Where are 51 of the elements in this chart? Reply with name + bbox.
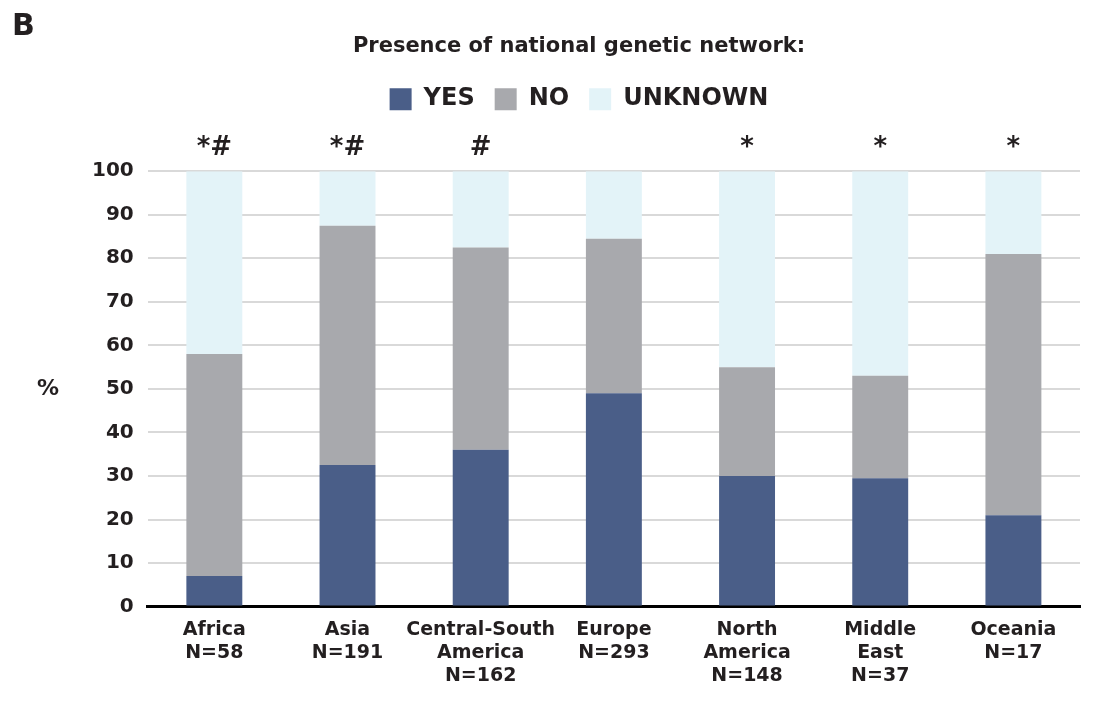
y-tick-label: 10 [105,549,134,574]
y-tick-label: 40 [105,418,134,443]
y-tick-label: 30 [105,462,134,487]
annotation: * [1006,130,1021,161]
annotation: # [469,130,492,161]
annotation: * [740,130,755,161]
y-tick-label: 50 [105,375,134,400]
annotation: * [873,130,888,161]
bar [319,225,376,466]
bar [719,367,776,476]
bar [585,238,642,394]
y-tick-label: 60 [105,331,134,356]
legend-label: UNKNOWN [623,83,769,112]
y-tick-label: 0 [119,592,134,617]
bar [719,171,776,368]
bar [452,171,509,248]
bar [585,171,642,239]
bar [452,449,509,606]
bar [852,375,909,479]
x-tick-label: Oceania N=17 [970,616,1057,662]
bar [985,171,1042,254]
bar [452,247,509,450]
y-tick-label: 90 [105,200,134,225]
bar [585,393,642,606]
x-tick-label: Middle East N=37 [844,616,917,685]
x-tick-label: Central-South America N=162 [406,616,556,685]
chart-title: Presence of national genetic network: [352,33,806,58]
bar [186,171,243,355]
bar [186,354,243,577]
bar [719,475,776,606]
bar [319,171,376,226]
annotation: *# [196,130,233,161]
legend-label: NO [528,83,570,112]
text: B [12,6,35,42]
y-tick-label: 80 [105,244,134,269]
x-tick-label: Europe N=293 [576,616,652,662]
bar [852,171,909,376]
y-tick-label: 70 [105,288,134,313]
bar [186,576,243,606]
legend-label: YES [422,83,475,112]
x-tick-label: North America N=148 [703,616,791,685]
y-axis-title: % [36,374,60,400]
bar [852,478,909,606]
bar [319,465,376,606]
y-tick-label: 20 [105,505,134,530]
bar [985,253,1042,516]
annotation: *# [329,130,366,161]
x-tick-label: Asia N=191 [311,616,384,662]
bar [985,515,1042,606]
y-tick-label: 100 [92,157,134,182]
x-tick-label: Africa N=58 [182,616,246,662]
